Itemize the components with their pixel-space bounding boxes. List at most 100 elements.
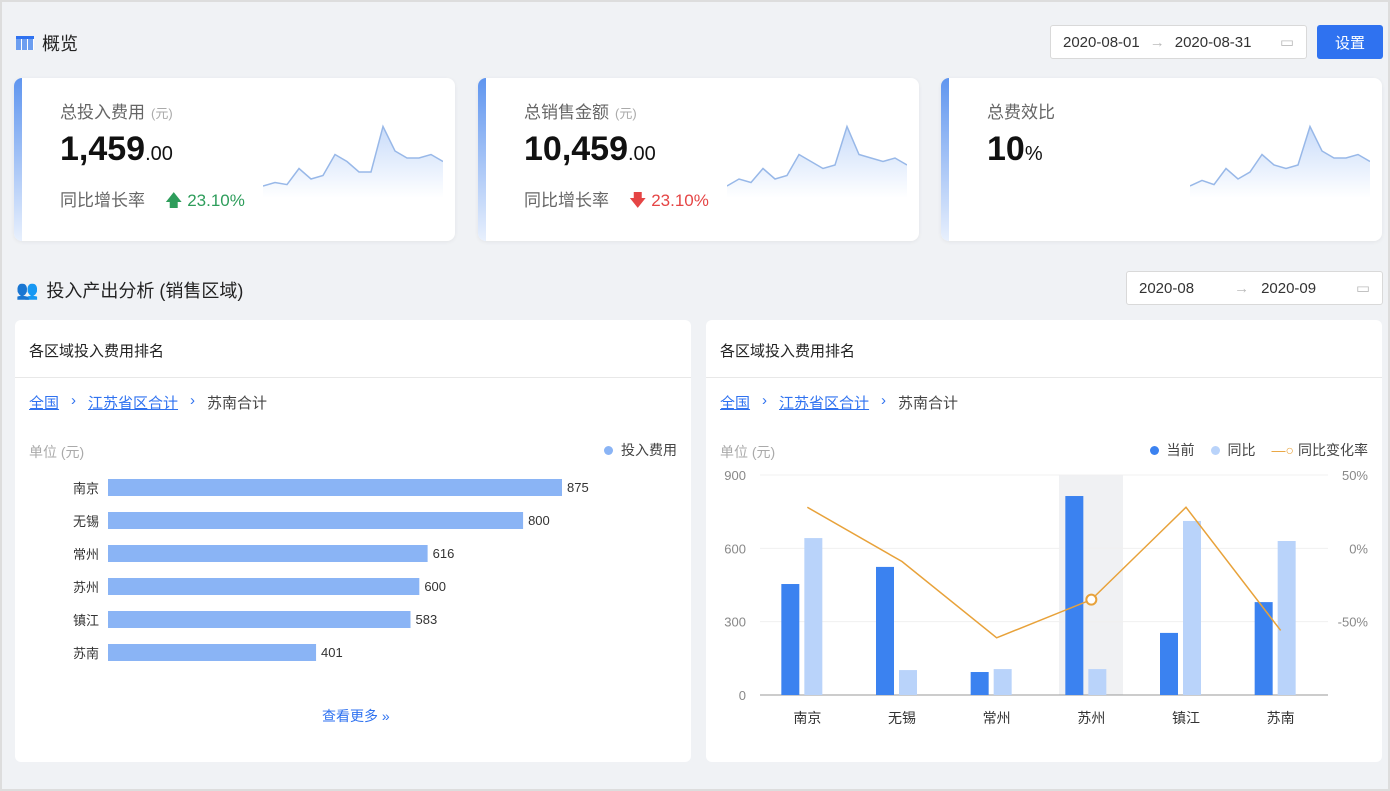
sparkline	[727, 124, 907, 198]
crumb-jiangsu[interactable]: 江苏省区合计	[779, 395, 870, 412]
bar-current	[781, 584, 800, 695]
panel-title: 各区域投入费用排名	[706, 320, 1382, 378]
kpi-rate: 同比增长率 🡅 23.10%	[60, 191, 245, 210]
month-range-picker[interactable]: 2020-08 → 2020-09 ▭	[1126, 271, 1383, 305]
kpi-value: 1,459.00	[60, 130, 173, 168]
sparkline-line	[1190, 124, 1370, 187]
bar	[108, 611, 411, 628]
date-end[interactable]: 2020-08-31	[1174, 33, 1252, 51]
settings-button[interactable]: 设置	[1317, 25, 1383, 59]
bar-yoy	[1088, 669, 1107, 695]
crumb-nation[interactable]: 全国	[29, 395, 60, 412]
category-label: 无锡	[73, 514, 99, 529]
y-tick-label: 600	[724, 541, 746, 556]
bar	[108, 578, 420, 595]
category-label: 镇江	[73, 613, 99, 628]
x-tick-label: 镇江	[1172, 710, 1200, 726]
unit-label: 单位 (元)	[29, 444, 85, 460]
kpi-value: 10,459.00	[524, 130, 656, 168]
data-label: 875	[567, 480, 589, 495]
y2-tick-label: -50%	[1338, 615, 1369, 630]
combo-chart: 0 300 600 900 50% 0% -50% 南京 无锡 常州 苏州 镇江 苏南	[724, 468, 1369, 726]
legend-label[interactable]: 投入费用	[621, 442, 677, 458]
chevron-right-icon: ›	[71, 392, 77, 409]
month-start[interactable]: 2020-08	[1139, 279, 1195, 297]
legend-yoy[interactable]: 同比	[1210, 440, 1256, 460]
bar-current	[876, 566, 894, 695]
kpi-label: 总投入费用 (元)	[60, 103, 173, 122]
kpi-label: 总销售金额 (元)	[524, 103, 637, 122]
legend-dot	[604, 446, 613, 455]
y-tick-label: 900	[724, 468, 746, 483]
x-tick-label: 无锡	[888, 710, 916, 726]
double-chevron-down-icon: »	[381, 708, 390, 724]
crumb-nation[interactable]: 全国	[720, 395, 751, 412]
data-label: 401	[321, 645, 343, 660]
chevron-right-icon: ›	[881, 392, 887, 409]
bar-current	[1160, 632, 1178, 695]
bar-yoy	[1277, 541, 1296, 695]
kpi-card-total-sales: 总销售金额 (元) 10,459.00 同比增长率 🡇 23.10%	[478, 78, 919, 241]
sparkline-area	[727, 126, 907, 198]
x-tick-label: 苏州	[1077, 710, 1105, 726]
bar-yoy	[899, 670, 917, 695]
bar-yoy	[993, 669, 1012, 695]
bar	[108, 644, 317, 661]
y2-tick-label: 0%	[1349, 541, 1368, 556]
table-icon	[16, 36, 34, 50]
rate-point-highlight	[1085, 593, 1098, 606]
right-panel: 各区域投入费用排名 全国 › 江苏省区合计 › 苏南合计 单位 (元) 当前 同比 …	[706, 320, 1382, 762]
y-tick-label: 300	[724, 615, 746, 630]
bar	[108, 545, 428, 562]
breadcrumb: 全国 › 江苏省区合计 › 苏南合计	[720, 392, 958, 413]
left-panel: 各区域投入费用排名 全国 › 江苏省区合计 › 苏南合计 单位 (元) 投入费用 南…	[15, 320, 691, 762]
data-label: 583	[415, 612, 437, 627]
panel-title: 各区域投入费用排名	[15, 320, 691, 378]
sparkline-line	[727, 124, 907, 187]
chevron-right-icon: ›	[190, 392, 196, 409]
x-tick-label: 南京	[793, 710, 821, 726]
kpi-value: 10%	[987, 130, 1043, 168]
sparkline	[263, 124, 443, 198]
crumb-sunan: 苏南合计	[898, 395, 959, 412]
bar-current	[1065, 496, 1084, 695]
x-tick-label: 常州	[983, 710, 1011, 726]
horizontal-bar-chart: 南京 875 无锡 800 常州 616 苏州 600 镇江 583 苏南 401	[73, 479, 589, 661]
date-start[interactable]: 2020-08-01	[1063, 33, 1140, 51]
kpi-card-cost-ratio: 总费效比 10%	[941, 78, 1382, 241]
category-label: 苏南	[73, 646, 99, 661]
sparkline-area	[1190, 126, 1370, 198]
category-label: 南京	[73, 481, 99, 496]
data-label: 600	[424, 579, 446, 594]
category-label: 常州	[73, 547, 99, 562]
sparkline	[1190, 124, 1370, 198]
analysis-title-text: 投入产出分析 (销售区域)	[46, 281, 244, 301]
kpi-label: 总费效比	[987, 103, 1055, 122]
analysis-title: 👥 投入产出分析 (销售区域)	[16, 277, 243, 303]
bar-current	[1254, 602, 1273, 695]
overview-title: 概览	[16, 30, 78, 56]
breadcrumb: 全国 › 江苏省区合计 › 苏南合计	[29, 392, 267, 413]
category-label: 苏州	[73, 580, 99, 595]
arrow-right-icon: →	[1149, 33, 1165, 51]
bar-yoy	[1183, 520, 1201, 695]
data-label: 616	[433, 546, 455, 561]
date-range-picker[interactable]: 2020-08-01 → 2020-08-31 ▭	[1050, 25, 1307, 59]
crumb-jiangsu[interactable]: 江苏省区合计	[88, 395, 179, 412]
data-label: 800	[528, 513, 550, 528]
bar-yoy	[804, 538, 823, 695]
legend-yoy-rate[interactable]: ―○ 同比变化率	[1271, 442, 1368, 458]
month-end[interactable]: 2020-09	[1261, 279, 1317, 297]
crumb-sunan: 苏南合计	[207, 395, 268, 412]
bar	[108, 512, 524, 529]
overview-title-text: 概览	[42, 34, 78, 54]
bar-current	[970, 672, 989, 695]
view-more-link[interactable]: 查看更多 »	[322, 708, 390, 724]
rate-line	[806, 506, 1282, 639]
kpi-rate: 同比增长率 🡇 23.10%	[524, 191, 709, 210]
x-tick-label: 苏南	[1267, 710, 1295, 726]
arrow-up-icon: 🡅	[165, 191, 183, 210]
bar	[108, 479, 562, 496]
legend: 投入费用	[604, 440, 677, 460]
legend-current[interactable]: 当前	[1149, 440, 1195, 460]
